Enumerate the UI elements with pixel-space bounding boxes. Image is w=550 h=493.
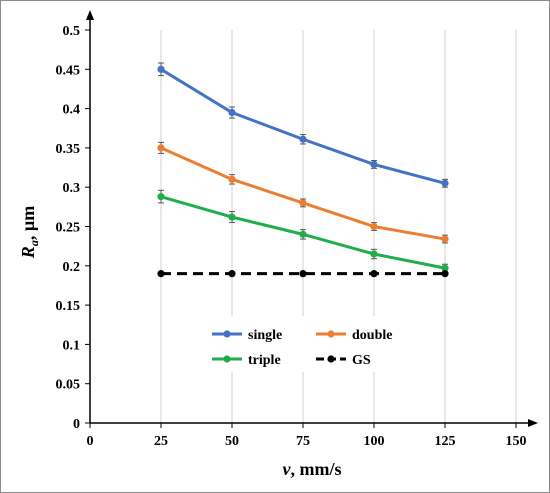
legend-label: triple <box>248 353 281 368</box>
data-point-triple <box>370 250 378 258</box>
data-point-GS <box>299 270 307 278</box>
y-tick-label: 0.1 <box>63 338 81 353</box>
y-tick-label: 0 <box>73 417 80 432</box>
data-point-single <box>228 108 236 117</box>
x-tick-label: 0 <box>87 434 94 449</box>
data-point-GS <box>370 270 378 278</box>
data-point-double <box>299 199 307 207</box>
x-axis-label: v, mm/s <box>283 459 342 479</box>
data-point-single <box>441 179 449 187</box>
data-point-double <box>157 144 165 152</box>
x-tick-label: 150 <box>506 434 527 449</box>
y-tick-label: 0.3 <box>63 181 81 196</box>
legend-label: single <box>248 328 282 343</box>
y-axis-arrow <box>86 10 94 20</box>
legend-swatch-marker <box>327 330 335 338</box>
x-axis-arrow <box>528 419 538 427</box>
data-point-single <box>299 135 307 143</box>
data-point-single <box>157 65 165 73</box>
series-double <box>157 141 449 244</box>
axes <box>85 10 538 428</box>
x-tick-label: 75 <box>296 434 310 449</box>
legend-box <box>205 316 420 372</box>
data-point-GS <box>157 270 165 278</box>
y-tick-label: 0.25 <box>56 221 81 236</box>
tick-labels: 0 0.05 0.1 0.15 0.2 0.25 0.3 0.35 0.4 0.45 0.5 0 25 5… <box>56 24 527 449</box>
y-tick-label: 0.2 <box>63 260 81 275</box>
legend-item-GS: GS <box>316 353 371 368</box>
series-GS <box>157 270 449 278</box>
y-tick-label: 0.5 <box>63 24 81 39</box>
data-point-triple <box>299 230 307 238</box>
x-tick-label: 50 <box>225 434 239 449</box>
data-point-triple <box>228 213 236 221</box>
y-tick-label: 0.45 <box>56 63 81 78</box>
x-tick-label: 100 <box>364 434 385 449</box>
x-tick-label: 25 <box>154 434 168 449</box>
y-axis-label: Ra, µm <box>18 206 41 259</box>
y-tick-label: 0.35 <box>56 142 81 157</box>
y-tick-label: 0.05 <box>56 378 81 393</box>
legend-label: double <box>352 328 392 343</box>
legend-label: GS <box>352 353 371 368</box>
legend-swatch-marker <box>327 355 335 363</box>
data-point-GS <box>228 270 236 278</box>
data-point-single <box>370 160 378 169</box>
y-tick-label: 0.15 <box>56 299 81 314</box>
series-group <box>157 62 449 278</box>
data-point-double <box>441 235 449 243</box>
legend-swatch-marker <box>223 355 231 363</box>
x-tick-label: 125 <box>435 434 456 449</box>
data-point-triple <box>441 264 449 272</box>
legend-item-triple: triple <box>212 353 281 368</box>
data-point-double <box>370 222 378 231</box>
data-point-triple <box>157 193 165 201</box>
legend-item-single: single <box>212 328 282 343</box>
data-point-GS <box>441 270 449 278</box>
data-point-double <box>228 175 236 183</box>
series-single <box>157 62 449 188</box>
legend-item-double: double <box>316 328 392 343</box>
legend-swatch-marker <box>223 330 231 338</box>
legend: single double triple GS <box>205 316 420 372</box>
y-tick-label: 0.4 <box>63 103 81 118</box>
